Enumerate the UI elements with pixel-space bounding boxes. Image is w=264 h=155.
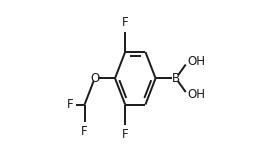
Text: OH: OH (188, 89, 206, 102)
Text: F: F (122, 16, 129, 29)
Text: OH: OH (188, 55, 206, 68)
Text: O: O (90, 72, 99, 85)
Text: F: F (122, 128, 129, 141)
Text: F: F (67, 98, 73, 111)
Text: F: F (81, 125, 88, 138)
Text: B: B (172, 72, 180, 85)
